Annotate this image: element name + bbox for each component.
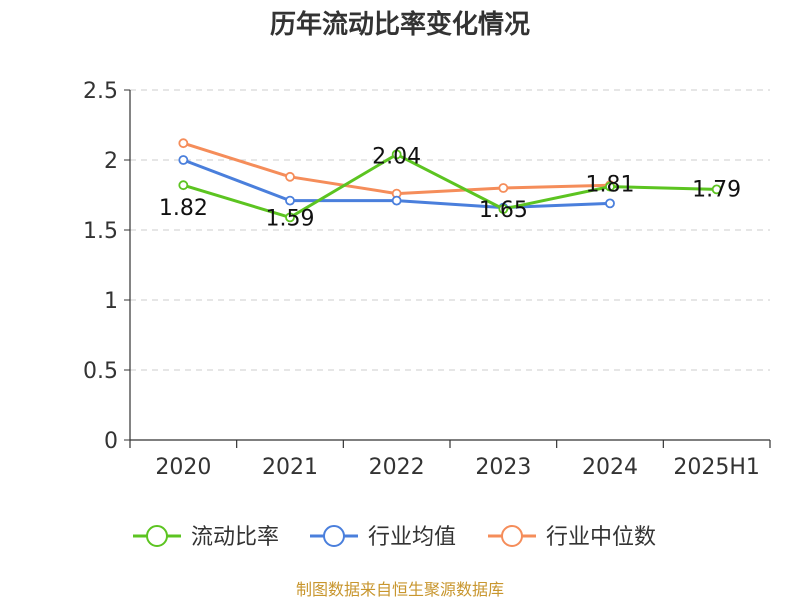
legend-label: 流动比率 bbox=[191, 525, 279, 550]
data-point bbox=[178, 155, 189, 165]
data-point bbox=[178, 180, 189, 191]
legend-item[interactable]: 流动比率 bbox=[133, 525, 279, 550]
legend-marker bbox=[146, 525, 168, 547]
data-point bbox=[178, 138, 189, 149]
data-label: 2.04 bbox=[372, 144, 421, 169]
data-point bbox=[285, 212, 295, 223]
axes: 0 0.5 1 1.5 2 2.5 2020 2021 2022 2023 2024 2025H1 bbox=[83, 79, 771, 480]
legend-label: 行业均值 bbox=[368, 525, 456, 550]
data-point bbox=[605, 198, 615, 209]
data-point bbox=[498, 183, 509, 193]
legend-item[interactable]: 行业中位数 bbox=[488, 525, 656, 550]
x-tick-label: 2025H1 bbox=[673, 455, 760, 480]
x-tick-label: 2022 bbox=[369, 455, 425, 480]
data-point bbox=[285, 195, 295, 206]
data-point bbox=[285, 171, 295, 182]
gridlines bbox=[130, 89, 770, 371]
chart-title: 历年流动比率变化情况 bbox=[270, 9, 530, 40]
legend: 流动比率 行业均值 行业中位数 bbox=[133, 525, 656, 550]
data-labels: 1.82 1.59 2.04 1.65 1.81 1.79 bbox=[159, 144, 741, 231]
data-label: 1.79 bbox=[692, 177, 741, 202]
data-point bbox=[391, 195, 402, 206]
data-label: 1.59 bbox=[266, 206, 315, 231]
legend-marker bbox=[501, 525, 523, 547]
data-label: 1.82 bbox=[159, 196, 208, 221]
data-label: 1.65 bbox=[479, 198, 528, 223]
x-tick-label: 2024 bbox=[582, 455, 638, 480]
legend-label: 行业中位数 bbox=[546, 525, 656, 550]
series-lines bbox=[178, 138, 722, 223]
legend-marker bbox=[323, 525, 345, 547]
x-tick-label: 2020 bbox=[155, 455, 211, 480]
y-tick-label: 0.5 bbox=[83, 359, 118, 384]
data-point bbox=[605, 181, 615, 192]
data-point bbox=[498, 204, 509, 214]
source-footer: 制图数据来自恒生聚源数据库 bbox=[296, 580, 504, 599]
legend-item[interactable]: 行业均值 bbox=[310, 525, 456, 550]
y-tick-label: 2.5 bbox=[83, 79, 118, 104]
y-tick-label: 1 bbox=[104, 289, 118, 314]
y-tick-label: 2 bbox=[104, 149, 118, 174]
data-point bbox=[391, 149, 402, 160]
x-tick-label: 2021 bbox=[262, 455, 318, 480]
series-line bbox=[182, 152, 717, 219]
y-tick-label: 1.5 bbox=[83, 219, 118, 244]
data-label: 1.81 bbox=[586, 173, 635, 198]
data-point bbox=[711, 184, 722, 195]
y-tick-label: 0 bbox=[104, 429, 118, 454]
x-tick-label: 2023 bbox=[475, 455, 531, 480]
